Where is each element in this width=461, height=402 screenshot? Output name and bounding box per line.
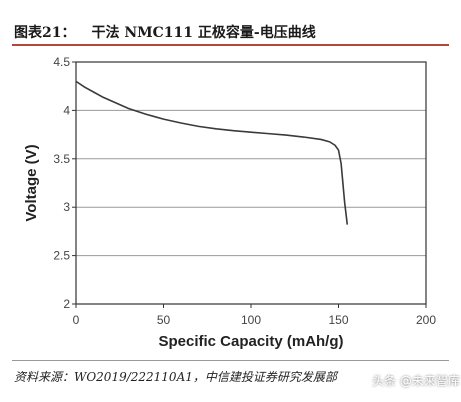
x-tick-label: 50 [157, 313, 171, 327]
figure-header: 图表21： 干法 NMC111 正极容量-电压曲线 [0, 0, 461, 42]
series-line [75, 80, 349, 225]
figure-title: 图表21： 干法 NMC111 正极容量-电压曲线 [14, 22, 316, 42]
x-axis-label: Specific Capacity (mAh/g) [158, 333, 343, 350]
x-tick-label: 100 [241, 313, 261, 327]
figure-label: 图表21： [14, 25, 76, 41]
x-tick-label: 0 [73, 313, 80, 327]
figure-source: 资料来源：WO2019/222110A1，中信建投证券研究发展部 [14, 370, 337, 384]
plot-frame [75, 61, 427, 305]
y-tick-label: 2.5 [53, 249, 70, 263]
watermark: 头条 @未来智库 [372, 374, 460, 388]
figure-title-text: 干法 NMC111 正极容量-电压曲线 [91, 25, 316, 41]
y-tick-label: 4.5 [53, 55, 70, 69]
y-tick-label: 2 [63, 297, 70, 311]
x-tick-label: 150 [328, 313, 348, 327]
source-divider [12, 360, 449, 361]
title-divider [12, 44, 449, 46]
x-tick-label: 200 [416, 313, 436, 327]
line-chart: 2 2.5 3 3.5 4 4.5 0 50 100 150 200 Specific Capacit… [23, 55, 436, 350]
y-tick-label: 4 [63, 103, 70, 117]
y-tick-label: 3 [63, 200, 70, 214]
y-tick-label: 3.5 [53, 152, 70, 166]
y-axis-label: Voltage (V) [23, 144, 40, 221]
